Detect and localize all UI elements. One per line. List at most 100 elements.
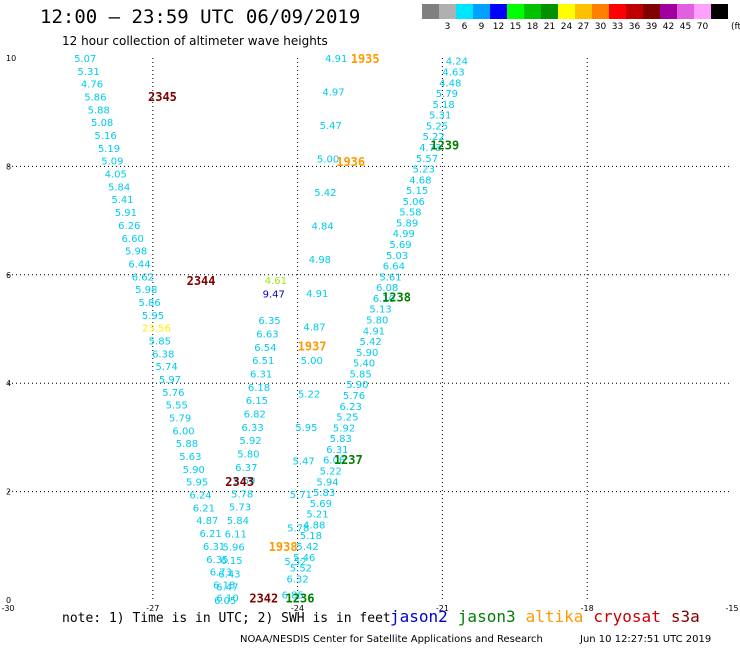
chart-subtitle: 12 hour collection of altimeter wave hei… — [62, 34, 328, 48]
wave-height-value: 5.08 — [91, 118, 113, 129]
wave-height-value: 6.85 — [282, 591, 304, 602]
pass-time-label: 1935 — [351, 52, 380, 66]
colorbar-item: 21 — [541, 4, 558, 32]
chart-title: 12:00 – 23:59 UTC 06/09/2019 — [40, 6, 361, 28]
x-tick-label: -24 — [291, 604, 304, 613]
colorbar-swatch — [541, 4, 558, 19]
wave-height-value: 5.58 — [399, 208, 421, 219]
wave-height-value: 6.05 — [214, 596, 236, 607]
wave-height-value: 6.44 — [128, 259, 150, 270]
colorbar-swatch — [422, 4, 439, 19]
colorbar-item: 36 — [626, 4, 643, 32]
wave-height-value: 9.47 — [263, 290, 285, 301]
wave-height-value: 5.84 — [108, 182, 130, 193]
wave-height-value: 6.47 — [216, 583, 238, 594]
colorbar-label: 42 — [662, 22, 675, 32]
colorbar-item: 6 — [456, 4, 473, 32]
wave-height-value: 5.25 — [426, 121, 448, 132]
y-tick-label: 10 — [6, 54, 16, 63]
wave-height-value: 5.40 — [353, 359, 375, 370]
wave-height-value: 5.97 — [159, 375, 181, 386]
wave-height-value: 5.76 — [343, 391, 365, 402]
colorbar-label: 27 — [577, 22, 590, 32]
pass-time-label: 2342 — [249, 591, 278, 605]
wave-height-value: 6.31 — [203, 542, 225, 553]
wave-height-value: 6.10 — [373, 294, 395, 305]
satellite-legend-cryosat: cryosat — [593, 607, 661, 626]
wave-height-value: 4.91 — [363, 326, 385, 337]
wave-height-value: 5.90 — [346, 380, 368, 391]
colorbar-swatch — [473, 4, 490, 19]
satellite-legend-jason2: jason2 — [390, 607, 448, 626]
colorbar-item: 33 — [609, 4, 626, 32]
wave-height-value: 5.25 — [336, 413, 358, 424]
wave-height-value: 4.05 — [105, 170, 127, 181]
pass-time-label: 2343 — [225, 475, 254, 489]
colorbar-item: 70 — [694, 4, 711, 32]
wave-height-value: 23.56 — [142, 324, 171, 335]
wave-height-value: 5.47 — [293, 456, 315, 467]
colorbar-label: 6 — [461, 22, 468, 32]
wave-height-value: 5.55 — [166, 401, 188, 412]
pass-time-label: 2345 — [148, 90, 177, 104]
colorbar-item: 15 — [507, 4, 524, 32]
wave-height-value: 5.95 — [186, 478, 208, 489]
wave-height-value: 5.83 — [313, 488, 335, 499]
wave-height-value: 6.38 — [152, 349, 174, 360]
colorbar-label: 9 — [478, 22, 485, 32]
wave-height-value: 5.03 — [386, 251, 408, 262]
wave-height-value: 5.61 — [379, 272, 401, 283]
wave-height-value: 5.69 — [389, 240, 411, 251]
colorbar-swatch — [490, 4, 507, 19]
colorbar-unit: (ft) — [731, 22, 740, 32]
wave-height-value: 5.31 — [77, 67, 99, 78]
wave-height-value: 5.85 — [350, 369, 372, 380]
wave-height-value: 5.23 — [413, 165, 435, 176]
wave-height-value: 5.90 — [183, 465, 205, 476]
colorbar-swatch — [677, 4, 694, 19]
colorbar-item: 24 — [558, 4, 575, 32]
pass-time-label: 1239 — [430, 139, 459, 153]
wave-height-value: 5.85 — [149, 336, 171, 347]
wave-height-value: 6.18 — [213, 580, 235, 591]
wave-height-value: 5.00 — [301, 356, 323, 367]
wave-height-value: 4.48 — [439, 78, 461, 89]
colorbar-item — [711, 4, 728, 32]
wave-height-value: 5.13 — [369, 305, 391, 316]
wave-height-value: 5.22 — [320, 466, 342, 477]
wave-height-value: 4.91 — [325, 54, 347, 65]
footer-timestamp: Jun 10 12:27:51 UTC 2019 — [580, 634, 712, 645]
pass-time-label: 1238 — [382, 290, 411, 304]
wave-height-value: 6.24 — [189, 491, 211, 502]
pass-time-label: 1938 — [269, 540, 298, 554]
pass-time-label: 1936 — [336, 155, 365, 169]
colorbar-label: 33 — [611, 22, 624, 32]
wave-height-value: 4.99 — [393, 229, 415, 240]
wave-height-value: 5.18 — [432, 100, 454, 111]
wave-height-value: 5.76 — [162, 388, 184, 399]
y-tick-label: 0 — [6, 596, 11, 605]
wave-height-value: 5.69 — [233, 476, 255, 487]
wave-height-value: 5.16 — [94, 131, 116, 142]
wave-height-value: 4.98 — [309, 255, 331, 266]
wave-height-value: 5.15 — [406, 186, 428, 197]
wave-height-value: 6.51 — [252, 356, 274, 367]
wave-height-value: 4.63 — [442, 67, 464, 78]
colorbar-item: 45 — [677, 4, 694, 32]
colorbar-label: 12 — [492, 22, 505, 32]
wave-height-value: 4.87 — [303, 322, 325, 333]
wave-height-value: 5.47 — [320, 121, 342, 132]
wave-height-value: 6.00 — [172, 426, 194, 437]
wave-height-value: 6.23 — [340, 402, 362, 413]
colorbar-label: 39 — [645, 22, 658, 32]
wave-height-value: 5.22 — [298, 389, 320, 400]
wave-height-value: 6.18 — [248, 383, 270, 394]
note-text: note: 1) Time is in UTC; 2) SWH is in fe… — [62, 611, 391, 626]
wave-height-value: 5.22 — [423, 132, 445, 143]
wave-height-value: 5.80 — [366, 316, 388, 327]
wave-height-value: 6.73 — [210, 568, 232, 579]
colorbar-swatch — [524, 4, 541, 19]
wave-height-value: 4.24 — [446, 57, 468, 68]
wave-height-value: 5.18 — [300, 531, 322, 542]
